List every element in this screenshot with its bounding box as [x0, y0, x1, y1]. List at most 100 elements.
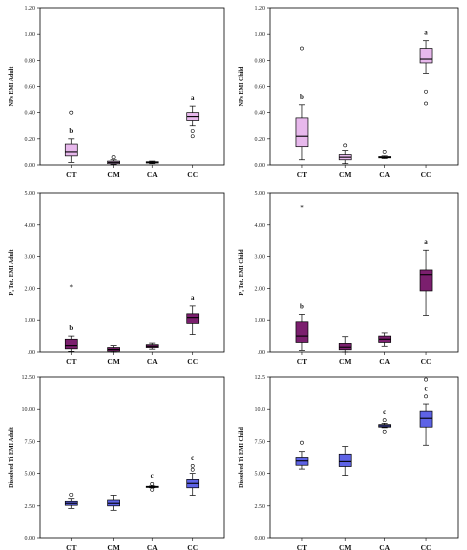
box-cm	[107, 495, 120, 511]
box-cm	[338, 143, 352, 165]
outlier-point	[150, 482, 155, 486]
y-tick-label: 12.50	[22, 375, 36, 381]
y-tick-label: 5.00	[25, 472, 36, 478]
significance-letter: a	[191, 294, 195, 302]
y-tick-label: 0.40	[25, 111, 36, 117]
significance-letter: c	[151, 472, 154, 480]
y-tick-label: 1.00	[255, 32, 266, 38]
x-category-label: CM	[107, 543, 120, 550]
y-tick-label: 2.50	[255, 504, 266, 510]
box-body	[295, 321, 309, 343]
box-cc: a	[419, 238, 433, 316]
x-category-label: CT	[297, 357, 307, 366]
x-category-label: CA	[147, 357, 158, 366]
x-category-label: CT	[66, 357, 76, 366]
y-tick-label: 1.20	[25, 6, 36, 12]
y-tick-label: 0.00	[25, 163, 36, 169]
chart-panel-6: 0.00 2.50 5.00 7.50 10.0 12.5 Dissolved Ti EMI…	[239, 375, 459, 550]
significance-letter: b	[69, 127, 73, 135]
y-axis-title: Dissolved Ti EMI Child	[239, 427, 245, 488]
outlier-point	[111, 155, 116, 160]
y-axis-title: NPs EMI Adult	[9, 67, 15, 107]
y-tick-label: 0.00	[255, 536, 266, 542]
y-tick-label: 1.20	[255, 6, 266, 12]
y-tick-label: 0.00	[255, 163, 266, 169]
box-cm	[338, 446, 352, 476]
significance-letter: c	[383, 408, 386, 416]
box-ca	[378, 332, 392, 347]
y-tick-label: .00	[28, 350, 36, 356]
x-category-label: CA	[379, 357, 390, 366]
outlier-point	[382, 418, 387, 423]
significance-letter: b	[300, 93, 304, 101]
y-axis-title: P₃ Tot. EMI Adult	[9, 249, 15, 295]
chart-panel-2: 0.00 0.20 0.40 0.60 0.80 1.00 1.20 NPs EMI Chil…	[239, 6, 459, 179]
outlier-point	[300, 440, 304, 445]
plot-frame	[39, 7, 225, 166]
outlier-point	[424, 89, 428, 94]
outlier-point	[343, 143, 348, 148]
box-ca	[378, 150, 392, 159]
significance-letter: a	[424, 29, 428, 37]
x-category-label: CC	[421, 543, 432, 550]
x-category-label: CA	[147, 543, 158, 550]
extreme-point: *	[70, 283, 74, 291]
y-axis-title: NPs EMI Child	[239, 66, 245, 106]
x-category-label: CM	[107, 170, 120, 179]
y-tick-label: 0.60	[255, 85, 266, 91]
y-tick-label: 0.20	[255, 137, 266, 143]
x-category-label: CA	[379, 543, 390, 550]
y-tick-label: 1.00	[25, 32, 36, 38]
outlier-point	[150, 487, 155, 492]
x-category-label: CC	[187, 543, 198, 550]
plot-frame	[269, 376, 459, 539]
significance-letter: b	[69, 324, 73, 332]
outlier-point	[190, 134, 195, 139]
plot-frame	[39, 192, 225, 353]
outlier-point	[424, 377, 428, 382]
box-ca	[145, 342, 159, 350]
y-tick-label: 5.00	[25, 191, 36, 197]
x-category-label: CT	[297, 543, 307, 550]
x-category-label: CT	[66, 543, 76, 550]
x-category-label: CM	[107, 357, 120, 366]
box-body	[419, 410, 433, 428]
y-tick-label: 2.00	[25, 286, 36, 292]
box-ct: b	[295, 46, 309, 161]
x-category-label: CA	[379, 170, 390, 179]
y-tick-label: 0.20	[25, 137, 36, 143]
significance-letter: a	[191, 94, 195, 102]
y-tick-label: 0.40	[255, 111, 266, 117]
y-tick-label: 10.00	[22, 407, 36, 413]
outlier-point	[382, 150, 387, 154]
y-tick-label: 2.00	[255, 286, 266, 292]
significance-letter: b	[300, 302, 304, 310]
box-body	[186, 313, 200, 324]
outlier-point	[190, 467, 195, 472]
x-category-label: CC	[187, 357, 198, 366]
significance-letter: c	[191, 454, 194, 462]
box-body	[338, 453, 352, 467]
box-body	[419, 48, 433, 64]
y-tick-label: 0.00	[25, 536, 36, 542]
x-category-label: CM	[339, 170, 352, 179]
box-ct	[295, 440, 309, 470]
y-tick-label: 5.00	[255, 472, 266, 478]
x-category-label: CA	[147, 170, 158, 179]
x-category-label: CT	[297, 170, 307, 179]
y-tick-label: 0.80	[255, 58, 266, 64]
plot-frame	[269, 192, 459, 353]
box-body	[419, 269, 433, 292]
y-tick-label: 1.00	[25, 318, 36, 324]
y-tick-label: 4.00	[255, 223, 266, 229]
box-body	[338, 343, 352, 351]
x-category-label: CC	[421, 170, 432, 179]
y-tick-label: 7.50	[25, 439, 36, 445]
y-tick-label: 3.00	[25, 255, 36, 261]
box-cc: a	[186, 294, 200, 335]
chart-panel-1: 0.00 0.20 0.40 0.60 0.80 1.00 1.20 NPs EMI Adul…	[9, 6, 225, 179]
significance-letter: c	[424, 384, 427, 392]
y-tick-label: 1.00	[255, 318, 266, 324]
chart-panel-4: .00 1.00 2.00 3.00 4.00 5.00 P₃ Tot. EMI Child…	[239, 191, 459, 366]
box-body	[295, 117, 309, 148]
